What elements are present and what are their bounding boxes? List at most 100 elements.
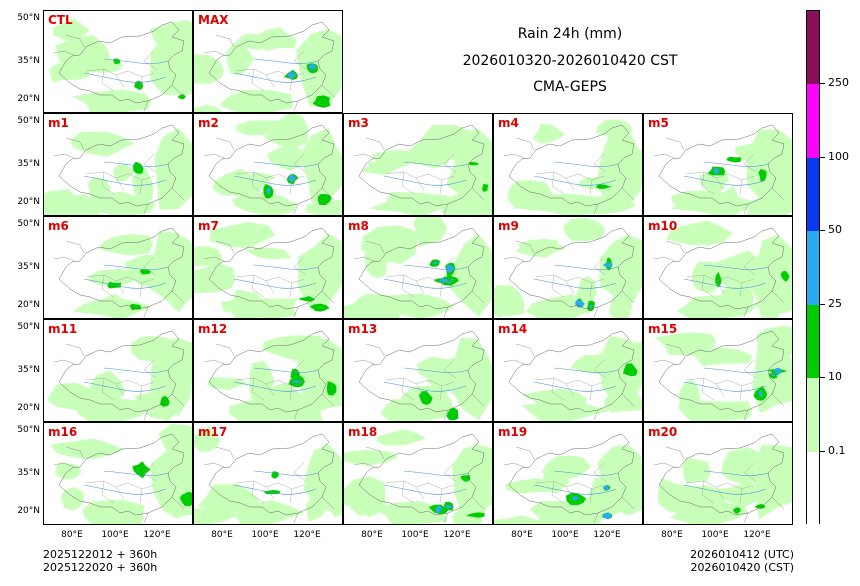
map-panel-m8: m8 — [343, 216, 493, 319]
map-panel-m10: m10 — [643, 216, 793, 319]
lat-label: 20°N — [17, 403, 40, 413]
panel-label: m6 — [48, 219, 69, 233]
map-panel-max: MAX — [193, 10, 343, 113]
panel-label: m8 — [348, 219, 369, 233]
panel-label: m4 — [498, 116, 519, 130]
map-panel-m2: m2 — [193, 113, 343, 216]
valid-time-cst: 2026010420 (CST) — [690, 561, 794, 574]
map-panel-m15: m15 — [643, 319, 793, 422]
colorbar-segment — [807, 378, 819, 452]
colorbar — [806, 10, 820, 525]
panel-label: m20 — [648, 425, 678, 439]
lon-label: 100°E — [401, 530, 429, 540]
lat-label: 50°N — [17, 322, 40, 332]
map-panel-m1: m1 — [43, 113, 193, 216]
lat-label: 20°N — [17, 300, 40, 310]
map-panel-ctl: CTL — [43, 10, 193, 113]
panel-label: m3 — [348, 116, 369, 130]
lat-label: 35°N — [17, 159, 40, 169]
lat-label: 20°N — [17, 94, 40, 104]
colorbar-level-label: 25 — [828, 296, 842, 310]
panel-label: m16 — [48, 425, 78, 439]
colorbar-tick — [820, 377, 825, 379]
map-panel-m3: m3 — [343, 113, 493, 216]
map-panel-m4: m4 — [493, 113, 643, 216]
map-panel-m18: m18 — [343, 422, 493, 525]
colorbar-segment — [807, 84, 819, 158]
map-panel-m20: m20 — [643, 422, 793, 525]
lat-label: 50°N — [17, 116, 40, 126]
colorbar-segment — [807, 157, 819, 232]
colorbar-level-label: 50 — [828, 223, 842, 237]
colorbar-tick — [820, 303, 825, 305]
lon-label: 80°E — [511, 530, 533, 540]
panel-label: m18 — [348, 425, 378, 439]
lon-label: 100°E — [551, 530, 579, 540]
map-panel-m14: m14 — [493, 319, 643, 422]
map-panel-m17: m17 — [193, 422, 343, 525]
panel-label: m12 — [198, 322, 228, 336]
map-panel-m11: m11 — [43, 319, 193, 422]
lat-label: 20°N — [17, 197, 40, 207]
lon-label: 120°E — [143, 530, 171, 540]
map-panel-m19: m19 — [493, 422, 643, 525]
lon-label: 120°E — [443, 530, 471, 540]
panel-label: m11 — [48, 322, 78, 336]
lat-label: 50°N — [17, 219, 40, 229]
colorbar-tick — [820, 83, 825, 85]
title-line-2: 2026010320-2026010420 CST — [462, 53, 678, 69]
panel-label: m1 — [48, 116, 69, 130]
lon-label: 80°E — [661, 530, 683, 540]
init-time-utc: 2025122012 + 360h — [43, 548, 158, 561]
panel-label: m19 — [498, 425, 528, 439]
lon-label: 100°E — [251, 530, 279, 540]
colorbar-tick — [820, 450, 825, 452]
panel-label: MAX — [198, 13, 229, 27]
map-panel-m6: m6 — [43, 216, 193, 319]
lat-label: 50°N — [17, 425, 40, 435]
lon-label: 80°E — [361, 530, 383, 540]
panel-label: m10 — [648, 219, 678, 233]
colorbar-level-label: 10 — [828, 370, 842, 384]
panel-label: m14 — [498, 322, 528, 336]
colorbar-level-label: 250 — [828, 76, 849, 90]
lat-label: 35°N — [17, 468, 40, 478]
lon-label: 120°E — [293, 530, 321, 540]
map-panel-m13: m13 — [343, 319, 493, 422]
lat-label: 50°N — [17, 13, 40, 23]
lat-label: 35°N — [17, 365, 40, 375]
lat-label: 35°N — [17, 56, 40, 66]
lat-label: 20°N — [17, 506, 40, 516]
init-time-cst: 2025122020 + 360h — [43, 561, 158, 574]
panel-label: m15 — [648, 322, 678, 336]
lat-label: 35°N — [17, 262, 40, 272]
colorbar-segment — [807, 304, 819, 379]
lon-label: 120°E — [593, 530, 621, 540]
colorbar-level-label: 0.1 — [828, 443, 846, 457]
lon-label: 100°E — [701, 530, 729, 540]
colorbar-tick — [820, 156, 825, 158]
footer-left: 2025122012 + 360h 2025122020 + 360h — [43, 548, 157, 574]
colorbar-tick — [820, 230, 825, 232]
panel-label: m17 — [198, 425, 228, 439]
panel-label: CTL — [48, 13, 73, 27]
colorbar-segment — [807, 231, 819, 305]
lon-label: 80°E — [211, 530, 233, 540]
title-line-1: Rain 24h (mm) — [517, 26, 623, 42]
panel-label: m9 — [498, 219, 519, 233]
panel-label: m2 — [198, 116, 219, 130]
footer-right: 2026010412 (UTC) 2026010420 (CST) — [676, 548, 794, 574]
title-line-3: CMA-GEPS — [533, 79, 607, 95]
colorbar-level-label: 100 — [828, 149, 849, 163]
lon-label: 80°E — [61, 530, 83, 540]
lon-label: 120°E — [743, 530, 771, 540]
panel-label: m13 — [348, 322, 378, 336]
colorbar-segment — [807, 11, 819, 85]
map-panel-m9: m9 — [493, 216, 643, 319]
map-panel-m12: m12 — [193, 319, 343, 422]
map-panel-m16: m16 — [43, 422, 193, 525]
panel-label: m5 — [648, 116, 669, 130]
panel-label: m7 — [198, 219, 219, 233]
map-panel-m7: m7 — [193, 216, 343, 319]
map-panel-m5: m5 — [643, 113, 793, 216]
